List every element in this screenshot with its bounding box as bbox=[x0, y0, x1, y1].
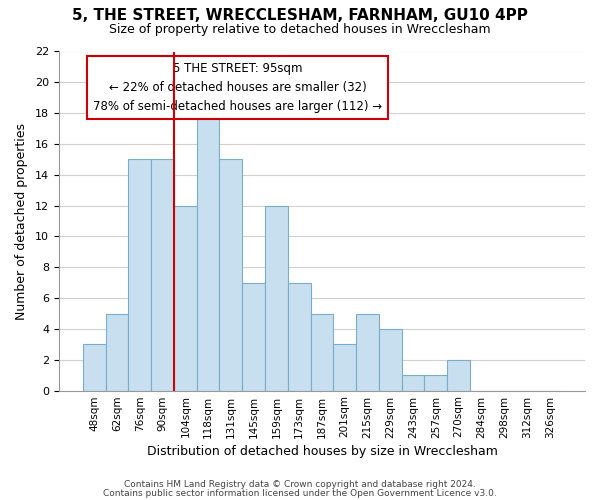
Bar bbox=[401, 375, 424, 390]
Text: Contains HM Land Registry data © Crown copyright and database right 2024.: Contains HM Land Registry data © Crown c… bbox=[124, 480, 476, 489]
Y-axis label: Number of detached properties: Number of detached properties bbox=[15, 122, 28, 320]
Bar bbox=[106, 314, 128, 390]
Bar bbox=[356, 314, 379, 390]
Text: Size of property relative to detached houses in Wrecclesham: Size of property relative to detached ho… bbox=[109, 22, 491, 36]
Text: 5, THE STREET, WRECCLESHAM, FARNHAM, GU10 4PP: 5, THE STREET, WRECCLESHAM, FARNHAM, GU1… bbox=[72, 8, 528, 22]
Bar bbox=[220, 160, 242, 390]
Text: Contains public sector information licensed under the Open Government Licence v3: Contains public sector information licen… bbox=[103, 490, 497, 498]
Bar bbox=[83, 344, 106, 391]
Bar bbox=[334, 344, 356, 391]
Bar bbox=[311, 314, 334, 390]
Text: 5 THE STREET: 95sqm
← 22% of detached houses are smaller (32)
78% of semi-detach: 5 THE STREET: 95sqm ← 22% of detached ho… bbox=[93, 62, 382, 112]
Bar bbox=[265, 206, 288, 390]
Bar bbox=[424, 375, 447, 390]
Bar bbox=[128, 160, 151, 390]
Bar bbox=[288, 282, 311, 391]
Bar bbox=[242, 282, 265, 391]
Bar bbox=[151, 160, 174, 390]
Bar bbox=[379, 329, 401, 390]
Bar bbox=[447, 360, 470, 390]
Bar bbox=[174, 206, 197, 390]
Bar bbox=[197, 113, 220, 390]
X-axis label: Distribution of detached houses by size in Wrecclesham: Distribution of detached houses by size … bbox=[146, 444, 497, 458]
